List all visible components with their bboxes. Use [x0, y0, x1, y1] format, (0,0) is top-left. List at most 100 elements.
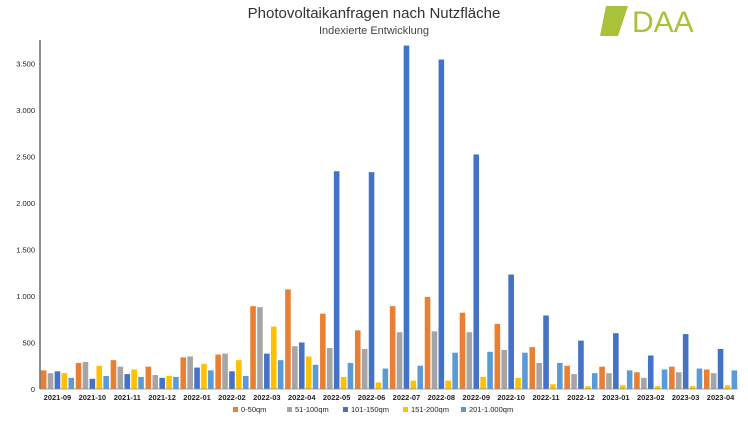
x-tick-label: 2022-03 [253, 393, 281, 402]
chart-title: Photovoltaikanfragen nach Nutzfläche [248, 5, 501, 22]
x-tick-label: 2022-07 [393, 393, 421, 402]
bar-201-1.000qm [452, 352, 458, 389]
bar-151-200qm [480, 376, 486, 389]
x-tick-label: 2022-06 [358, 393, 386, 402]
bar-0-50qm [424, 296, 431, 389]
bar-101-150qm [89, 378, 96, 389]
bar-51-100qm [47, 373, 54, 389]
legend-label: 101-150qm [351, 405, 389, 414]
bar-51-100qm [222, 353, 228, 389]
bar-201-1.000qm [557, 362, 563, 389]
bar-0-50qm [320, 313, 326, 389]
bar-51-100qm [466, 332, 473, 389]
bar-101-150qm [473, 154, 480, 389]
bar-101-150qm [194, 367, 200, 389]
bar-101-150qm [333, 171, 340, 389]
y-tick-label: 2.500 [16, 152, 35, 161]
bar-101-150qm [508, 274, 514, 389]
x-tick-label: 2022-04 [288, 393, 316, 402]
bar-201-1.000qm [382, 368, 389, 389]
bar-0-50qm [669, 366, 675, 389]
legend-label: 51-100qm [295, 405, 329, 414]
bar-151-200qm [270, 326, 277, 389]
logo: DAA [600, 6, 694, 39]
bar-151-200qm [131, 369, 137, 389]
bar-101-150qm [403, 45, 410, 389]
bar-151-200qm [96, 365, 103, 389]
y-tick-label: 0 [31, 385, 35, 394]
bar-51-100qm [606, 373, 612, 389]
y-tick-label: 500 [22, 338, 35, 347]
bar-201-1.000qm [242, 375, 249, 389]
x-tick-label: 2021-11 [114, 393, 141, 402]
bar-201-1.000qm [173, 376, 179, 389]
bar-101-150qm [543, 315, 549, 389]
bar-201-1.000qm [208, 370, 214, 389]
bar-0-50qm [250, 306, 256, 389]
bar-201-1.000qm [312, 364, 319, 389]
bar-101-150qm [368, 172, 375, 389]
bar-151-200qm [375, 382, 382, 389]
bar-151-200qm [61, 373, 68, 389]
bar-0-50qm [285, 289, 291, 389]
bar-201-1.000qm [487, 351, 493, 389]
bar-201-1.000qm [68, 377, 75, 389]
bar-151-200qm [305, 356, 312, 389]
legend-swatch-51-100qm [287, 407, 292, 412]
x-tick-label: 2023-03 [672, 393, 700, 402]
bar-201-1.000qm [138, 376, 144, 389]
y-tick-label: 3.000 [16, 106, 35, 115]
bar-0-50qm [180, 357, 187, 389]
bar-201-1.000qm [103, 375, 109, 389]
bar-101-150qm [613, 333, 619, 389]
bar-51-100qm [641, 377, 647, 389]
x-tick-label: 2022-01 [183, 393, 211, 402]
x-tick-label: 2022-10 [497, 393, 525, 402]
bar-151-200qm [619, 385, 626, 389]
x-tick-label: 2022-11 [532, 393, 559, 402]
y-tick-label: 1.500 [16, 245, 35, 254]
x-tick-label: 2022-12 [567, 393, 595, 402]
bar-0-50qm [529, 347, 536, 389]
bar-151-200qm [515, 377, 521, 389]
bar-51-100qm [117, 366, 124, 389]
x-tick-label: 2023-01 [602, 393, 630, 402]
x-tick-label: 2021-10 [79, 393, 107, 402]
bar-51-100qm [82, 362, 89, 389]
bar-51-100qm [501, 349, 508, 389]
bar-101-150qm [717, 348, 724, 389]
x-tick-label: 2022-02 [218, 393, 246, 402]
logo-leaf-icon [600, 6, 628, 36]
y-tick-label: 1.000 [16, 292, 35, 301]
bar-51-100qm [361, 348, 368, 389]
legend-swatch-0-50qm [233, 407, 238, 412]
bar-101-150qm [264, 353, 270, 389]
bar-0-50qm [145, 366, 152, 389]
bar-51-100qm [257, 307, 263, 389]
y-tick-label: 3.500 [16, 59, 35, 68]
legend: 0-50qm 51-100qm 101-150qm 151-200qm 201-1.00… [233, 405, 513, 414]
x-tick-label: 2023-04 [707, 393, 735, 402]
legend-label: 151-200qm [411, 405, 449, 414]
bar-151-200qm [340, 376, 347, 389]
bar-201-1.000qm [417, 365, 424, 389]
x-tick-label: 2022-05 [323, 393, 351, 402]
bar-151-200qm [585, 386, 591, 389]
bar-0-50qm [459, 312, 466, 389]
bar-0-50qm [110, 360, 117, 389]
x-tick-label: 2023-02 [637, 393, 665, 402]
bar-0-50qm [354, 330, 361, 389]
bar-0-50qm [494, 323, 501, 389]
bar-201-1.000qm [696, 368, 703, 389]
bar-151-200qm [550, 384, 556, 389]
bar-201-1.000qm [347, 362, 354, 389]
bar-0-50qm [40, 370, 47, 389]
bar-101-150qm [578, 340, 584, 389]
bar-51-100qm [710, 373, 717, 389]
bar-101-150qm [438, 59, 445, 389]
bar-51-100qm [396, 332, 403, 389]
x-tick-label: 2021-12 [148, 393, 176, 402]
bar-51-100qm [152, 375, 159, 389]
legend-swatch-201-1.000qm [461, 407, 466, 412]
